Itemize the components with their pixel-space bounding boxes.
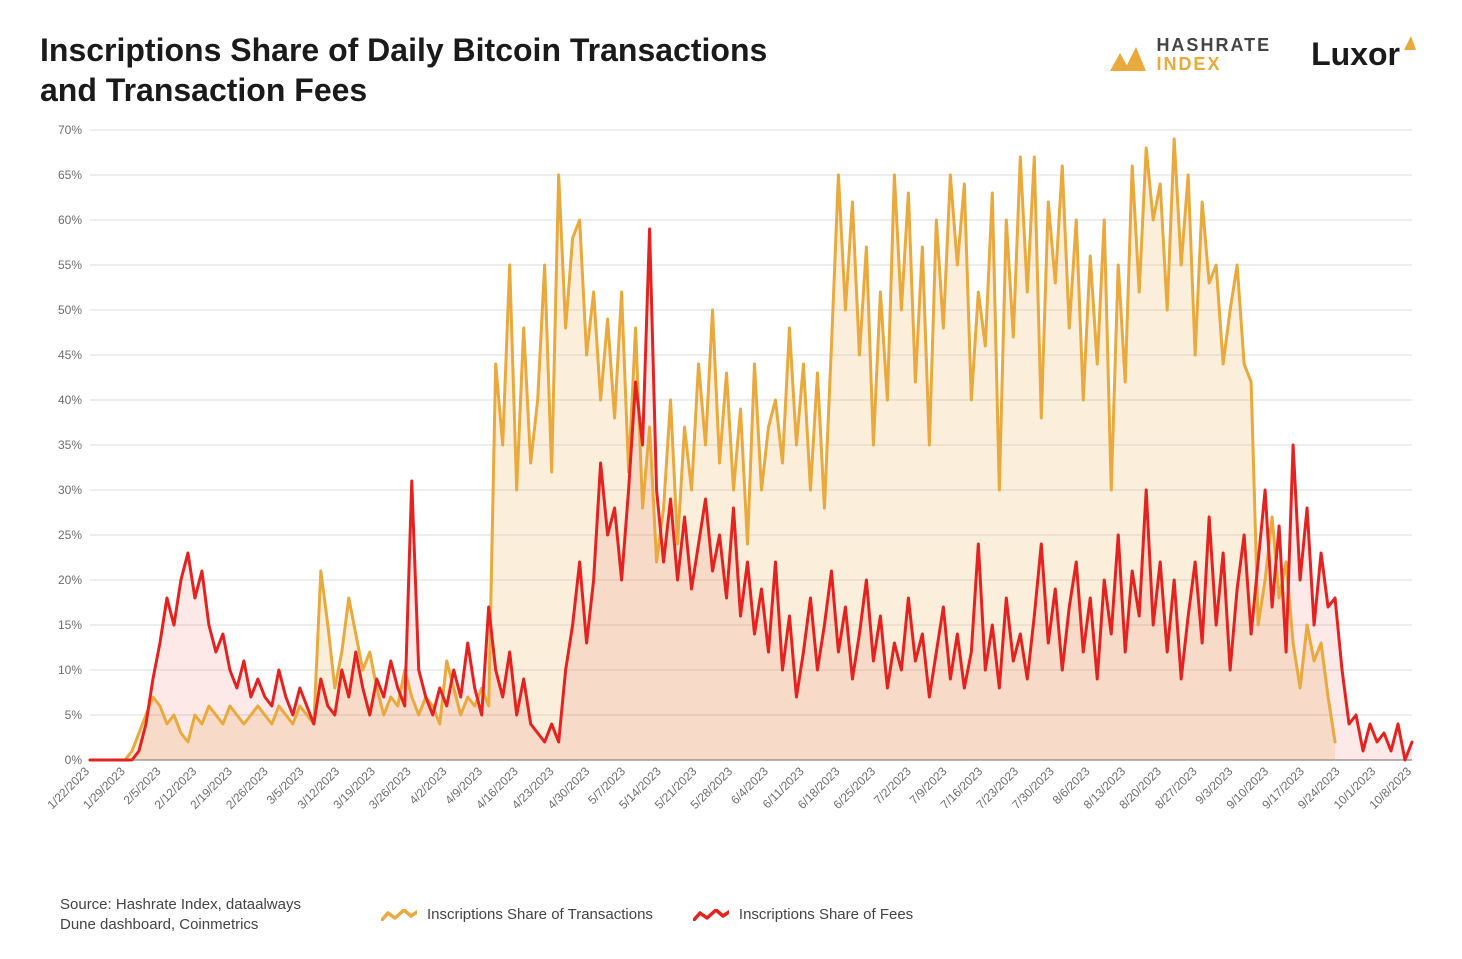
- legend-label: Inscriptions Share of Transactions: [427, 906, 653, 923]
- svg-text:20%: 20%: [58, 573, 82, 587]
- svg-text:45%: 45%: [58, 348, 82, 362]
- x-tick-label: 7/2/2023: [871, 764, 914, 807]
- svg-text:30%: 30%: [58, 483, 82, 497]
- hashrate-index-label-1: HASHRATE: [1156, 36, 1271, 55]
- svg-text:0%: 0%: [65, 753, 83, 767]
- svg-text:25%: 25%: [58, 528, 82, 542]
- legend-label: Inscriptions Share of Fees: [739, 906, 913, 923]
- svg-text:35%: 35%: [58, 438, 82, 452]
- svg-text:65%: 65%: [58, 168, 82, 182]
- svg-text:50%: 50%: [58, 303, 82, 317]
- legend-swatch-icon: [693, 909, 729, 921]
- svg-text:55%: 55%: [58, 258, 82, 272]
- svg-text:40%: 40%: [58, 393, 82, 407]
- legend-item-fees: Inscriptions Share of Fees: [693, 906, 913, 923]
- svg-text:60%: 60%: [58, 213, 82, 227]
- source-attribution: Source: Hashrate Index, dataalways Dune …: [60, 895, 301, 936]
- x-tick-label: 4/2/2023: [406, 764, 449, 807]
- svg-text:70%: 70%: [58, 123, 82, 137]
- page-title: Inscriptions Share of Daily Bitcoin Tran…: [40, 30, 820, 110]
- legend-item-transactions: Inscriptions Share of Transactions: [381, 906, 653, 923]
- luxor-logo: Luxor: [1311, 36, 1422, 73]
- hashrate-index-icon: [1110, 39, 1146, 71]
- legend: Inscriptions Share of Transactions Inscr…: [381, 906, 913, 923]
- luxor-tick-icon: [1404, 36, 1422, 54]
- svg-text:10%: 10%: [58, 663, 82, 677]
- hashrate-index-logo: HASHRATE INDEX: [1110, 36, 1271, 74]
- luxor-label: Luxor: [1311, 36, 1400, 73]
- main-chart: 0% 5% 10% 15% 20% 25% 30% 35% 40% 45% 50% 55% 60% 65%…: [40, 120, 1422, 870]
- svg-text:15%: 15%: [58, 618, 82, 632]
- legend-swatch-icon: [381, 909, 417, 921]
- hashrate-index-label-2: INDEX: [1156, 55, 1271, 74]
- svg-text:5%: 5%: [65, 708, 83, 722]
- logo-group: HASHRATE INDEX Luxor: [1110, 36, 1422, 74]
- source-line-2: Dune dashboard, Coinmetrics: [60, 915, 301, 935]
- source-line-1: Source: Hashrate Index, dataalways: [60, 895, 301, 915]
